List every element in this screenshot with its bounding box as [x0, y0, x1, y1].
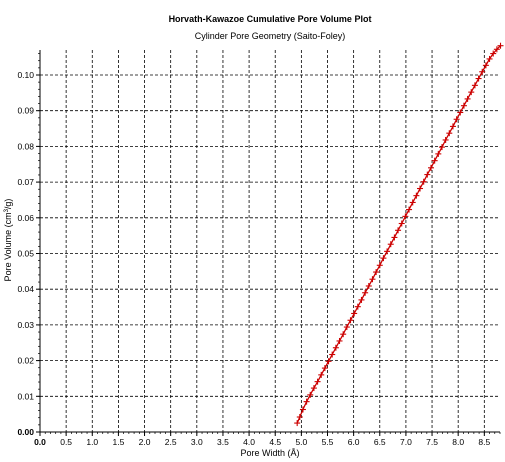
- data-point-marker: [365, 282, 372, 289]
- x-tick-label: 8.5: [478, 437, 490, 447]
- data-point-marker: [428, 164, 434, 171]
- data-point-marker: [395, 227, 402, 234]
- x-tick-label: 1.5: [112, 437, 124, 447]
- data-point-marker: [398, 220, 405, 227]
- data-point-marker: [497, 42, 504, 49]
- data-point-marker: [464, 95, 471, 102]
- data-point-marker: [325, 358, 332, 365]
- y-tick-label: 0.04: [17, 284, 34, 294]
- data-point-marker: [417, 185, 424, 192]
- x-tick-label: 2.5: [165, 437, 177, 447]
- data-point-marker: [468, 89, 475, 96]
- y-axis-label: Pore Volume (cm3/g): [3, 199, 13, 282]
- y-tick-label: 0.06: [17, 213, 34, 223]
- data-point-marker: [310, 385, 317, 392]
- chart-subtitle: Cylinder Pore Geometry (Saito-Foley): [195, 31, 346, 41]
- data-point-marker: [380, 255, 387, 262]
- grid: [40, 50, 500, 432]
- x-tick-label: 0.0: [34, 437, 46, 447]
- data-point-marker: [446, 130, 453, 137]
- x-tick-label: 3.5: [217, 437, 229, 447]
- data-point-marker: [490, 50, 497, 57]
- data-point-marker: [294, 420, 301, 427]
- x-axis-ticks: 0.0 0.5 1.0 1.5 2.0 2.5 3.0 3.5 4.0 4.5 5.0 5.5 6.0 6…: [34, 432, 501, 447]
- data-point-marker: [402, 213, 409, 220]
- y-tick-label: 0.03: [17, 320, 34, 330]
- data-point-marker: [493, 46, 500, 53]
- data-point-marker: [340, 331, 347, 338]
- x-tick-label: 7.5: [426, 437, 438, 447]
- x-tick-label: 1.0: [86, 437, 98, 447]
- data-point-marker: [424, 171, 431, 178]
- data-point-marker: [406, 206, 413, 213]
- data-point-marker: [387, 241, 394, 248]
- data-point-marker: [471, 82, 478, 89]
- x-tick-label: 4.5: [269, 437, 281, 447]
- data-point-marker: [453, 116, 460, 123]
- data-point-marker: [457, 109, 464, 116]
- x-tick-label: 4.0: [243, 437, 255, 447]
- data-point-marker: [303, 398, 310, 405]
- x-tick-label: 3.0: [191, 437, 203, 447]
- data-point-marker: [329, 351, 336, 358]
- data-point-marker: [347, 317, 354, 324]
- data-point-marker: [376, 262, 383, 269]
- data-point-marker: [413, 192, 420, 199]
- data-point-marker: [391, 234, 398, 241]
- y-axis-label-tail: /g): [3, 199, 13, 210]
- x-tick-label: 5.5: [322, 437, 334, 447]
- data-point-marker: [318, 371, 325, 378]
- data-point-marker: [482, 62, 489, 69]
- data-point-marker: [384, 248, 391, 255]
- y-tick-label: 0.00: [17, 427, 34, 437]
- y-tick-label: 0.10: [17, 70, 34, 80]
- y-tick-label: 0.05: [17, 248, 34, 258]
- data-point-marker: [479, 68, 486, 75]
- y-tick-label: 0.08: [17, 141, 34, 151]
- data-point-marker: [314, 378, 321, 385]
- x-tick-label: 0.5: [60, 437, 72, 447]
- x-tick-label: 8.0: [452, 437, 464, 447]
- data-point-marker: [307, 391, 314, 398]
- y-axis-label-superscript: 3: [4, 208, 10, 212]
- data-point-marker: [442, 136, 449, 143]
- data-point-marker: [336, 337, 343, 344]
- y-tick-label: 0.09: [17, 106, 34, 116]
- data-point-marker: [460, 102, 467, 109]
- x-tick-label: 6.0: [348, 437, 360, 447]
- data-point-marker: [486, 55, 493, 62]
- data-point-marker: [369, 276, 376, 283]
- y-tick-label: 0.02: [17, 356, 34, 366]
- data-point-marker: [299, 406, 306, 413]
- chart-title: Horvath-Kawazoe Cumulative Pore Volume P…: [169, 14, 372, 24]
- data-point-marker: [431, 157, 438, 164]
- data-point-marker: [343, 324, 350, 331]
- data-point-marker: [351, 310, 358, 317]
- y-axis-label-main: Pore Volume (cm: [3, 212, 13, 281]
- data-point-marker: [296, 414, 303, 421]
- data-point-marker: [321, 365, 328, 372]
- data-point-marker: [332, 344, 339, 351]
- data-point-marker: [358, 296, 365, 303]
- data-point-marker: [438, 144, 445, 151]
- data-point-marker: [373, 269, 380, 276]
- x-tick-label: 5.0: [295, 437, 307, 447]
- data-point-marker: [420, 178, 427, 185]
- axes: [39, 50, 500, 433]
- data-point-marker: [409, 199, 416, 206]
- data-point-marker: [362, 289, 369, 296]
- y-tick-label: 0.07: [17, 177, 34, 187]
- series-pore-volume: [294, 42, 504, 427]
- y-tick-label: 0.01: [17, 391, 34, 401]
- data-point-marker: [354, 303, 361, 310]
- x-tick-label: 2.0: [139, 437, 151, 447]
- data-point-marker: [435, 150, 442, 157]
- data-point-marker: [449, 123, 456, 130]
- data-point-marker: [475, 75, 482, 82]
- y-axis-ticks: 0.00 0.01 0.02 0.03 0.04 0.05 0.06 0.07 0.08 0.09…: [17, 53, 40, 437]
- x-axis-label: Pore Width (Å): [240, 448, 299, 458]
- x-tick-label: 7.0: [400, 437, 412, 447]
- x-tick-label: 6.5: [374, 437, 386, 447]
